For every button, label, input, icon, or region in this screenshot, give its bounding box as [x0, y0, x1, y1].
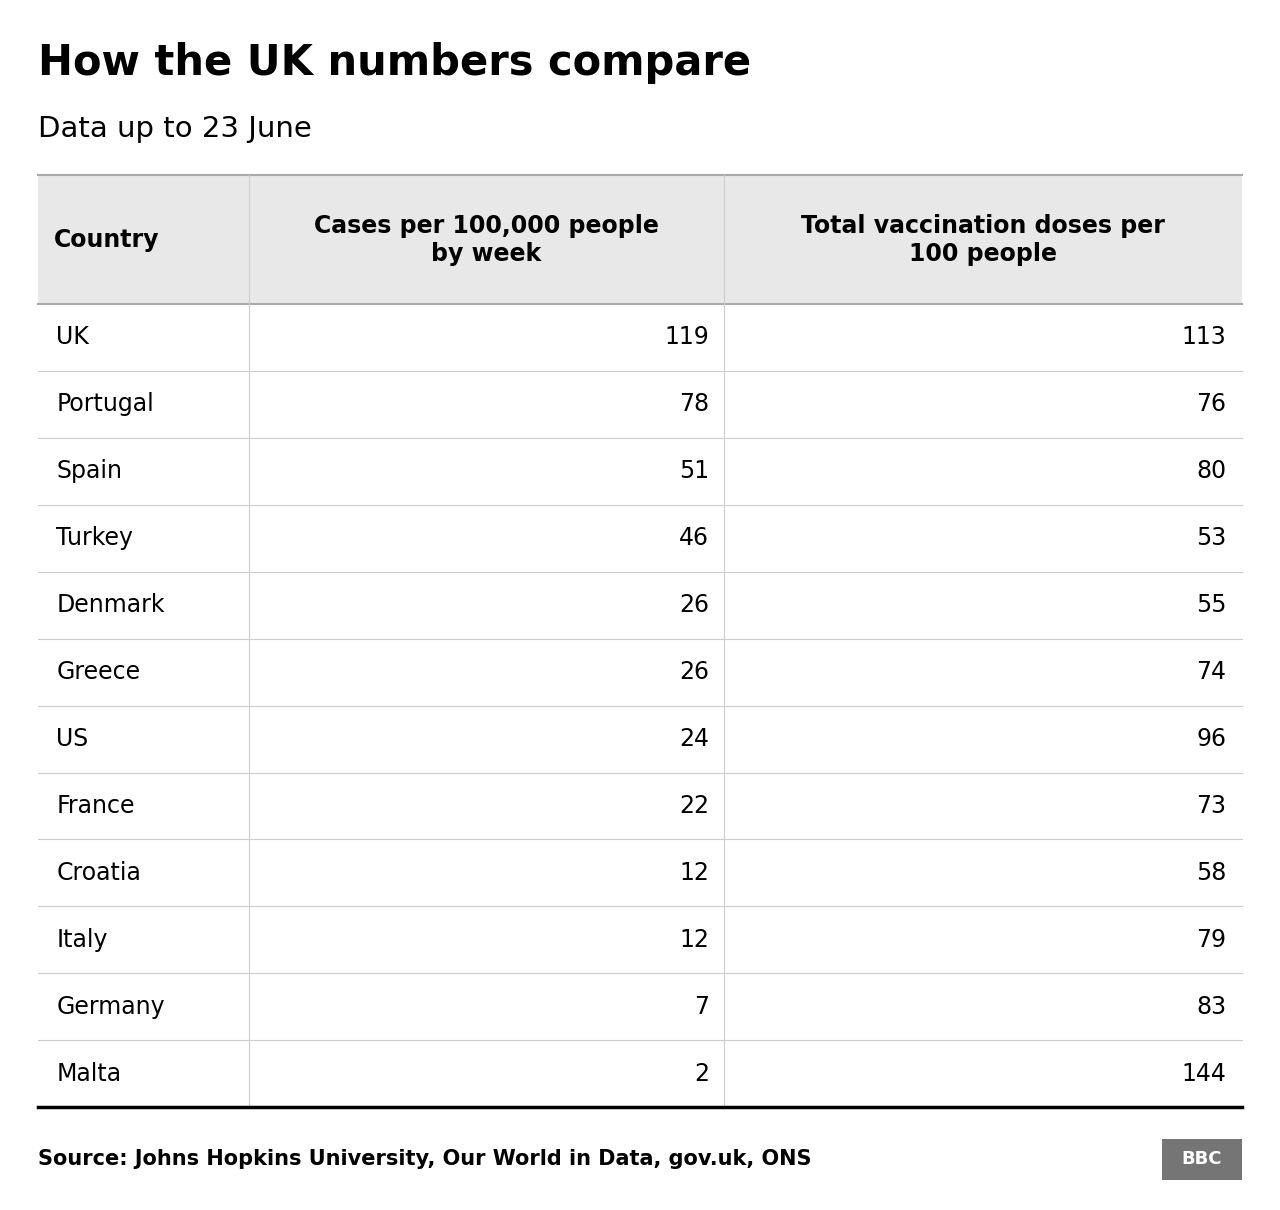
- Text: 51: 51: [678, 460, 709, 483]
- Text: 76: 76: [1197, 392, 1226, 416]
- Text: Portugal: Portugal: [56, 392, 154, 416]
- Text: US: US: [56, 727, 88, 751]
- Text: 144: 144: [1181, 1061, 1226, 1085]
- Text: 12: 12: [678, 860, 709, 885]
- Text: 46: 46: [678, 526, 709, 551]
- Text: Cases per 100,000 people
by week: Cases per 100,000 people by week: [314, 214, 659, 266]
- Text: 58: 58: [1196, 860, 1226, 885]
- Text: 24: 24: [678, 727, 709, 751]
- Text: 83: 83: [1196, 995, 1226, 1019]
- Text: Turkey: Turkey: [56, 526, 133, 551]
- Text: Denmark: Denmark: [56, 593, 165, 617]
- Text: Greece: Greece: [56, 661, 141, 684]
- Text: Malta: Malta: [56, 1061, 122, 1085]
- Text: Total vaccination doses per
100 people: Total vaccination doses per 100 people: [801, 214, 1165, 266]
- Text: 73: 73: [1197, 794, 1226, 818]
- Bar: [1162, 1139, 1242, 1180]
- Text: 26: 26: [678, 661, 709, 684]
- Text: 80: 80: [1196, 460, 1226, 483]
- Text: 55: 55: [1196, 593, 1226, 617]
- Text: How the UK numbers compare: How the UK numbers compare: [38, 42, 751, 85]
- Text: 26: 26: [678, 593, 709, 617]
- Bar: [38, 175, 1242, 304]
- Text: BBC: BBC: [1181, 1151, 1222, 1168]
- Text: 2: 2: [694, 1061, 709, 1085]
- Text: 53: 53: [1196, 526, 1226, 551]
- Text: Spain: Spain: [56, 460, 123, 483]
- Text: 22: 22: [678, 794, 709, 818]
- Text: Germany: Germany: [56, 995, 165, 1019]
- Text: France: France: [56, 794, 134, 818]
- Text: Source: Johns Hopkins University, Our World in Data, gov.uk, ONS: Source: Johns Hopkins University, Our Wo…: [38, 1150, 812, 1169]
- Text: 119: 119: [664, 325, 709, 350]
- Text: 74: 74: [1197, 661, 1226, 684]
- Text: 113: 113: [1181, 325, 1226, 350]
- Text: Country: Country: [54, 227, 159, 252]
- Text: UK: UK: [56, 325, 90, 350]
- Text: Data up to 23 June: Data up to 23 June: [38, 115, 312, 143]
- Text: 12: 12: [678, 928, 709, 952]
- Text: 96: 96: [1197, 727, 1226, 751]
- Text: 7: 7: [694, 995, 709, 1019]
- Text: Croatia: Croatia: [56, 860, 141, 885]
- Text: Italy: Italy: [56, 928, 108, 952]
- Text: 79: 79: [1197, 928, 1226, 952]
- Text: 78: 78: [678, 392, 709, 416]
